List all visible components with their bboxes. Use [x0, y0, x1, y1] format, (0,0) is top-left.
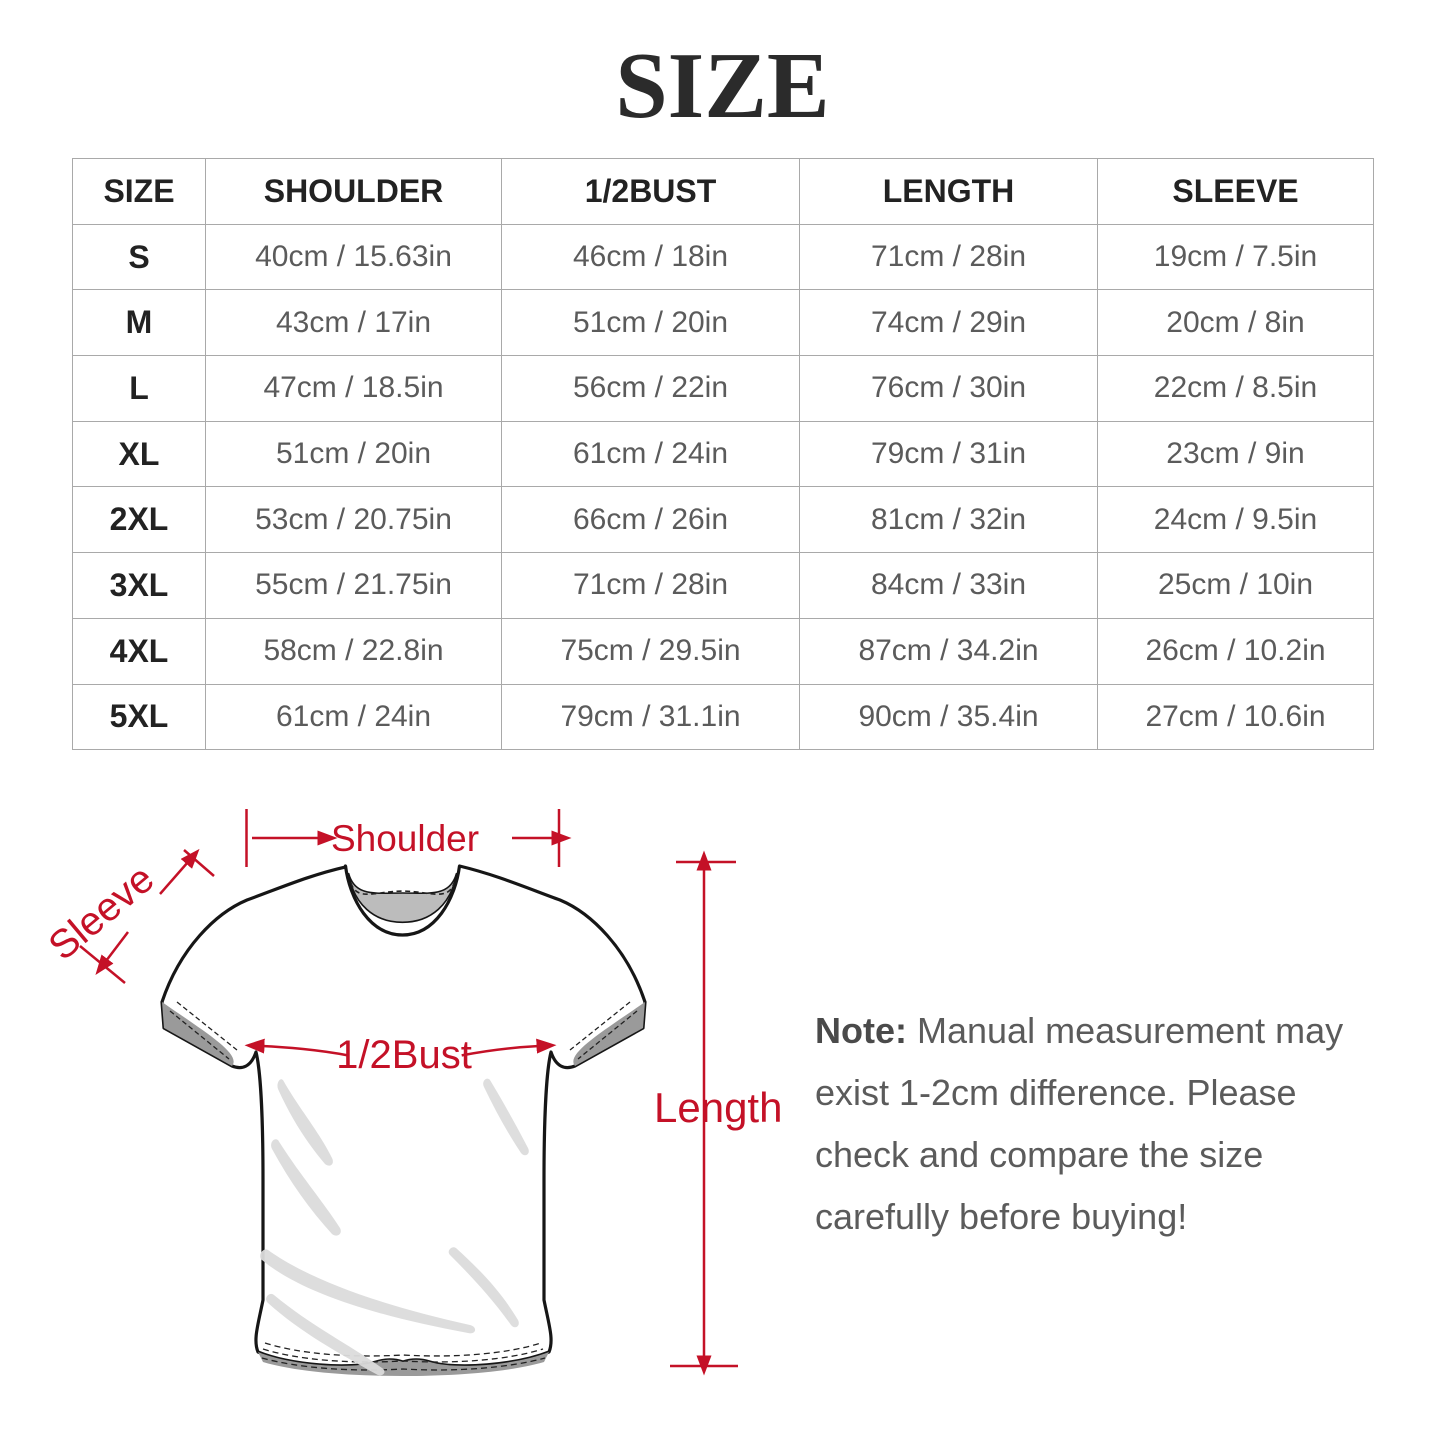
svg-text:Sleeve: Sleeve	[41, 857, 163, 969]
svg-text:Length: Length	[654, 1084, 782, 1131]
svg-text:1/2Bust: 1/2Bust	[336, 1033, 472, 1077]
svg-text:Shoulder: Shoulder	[331, 818, 479, 859]
